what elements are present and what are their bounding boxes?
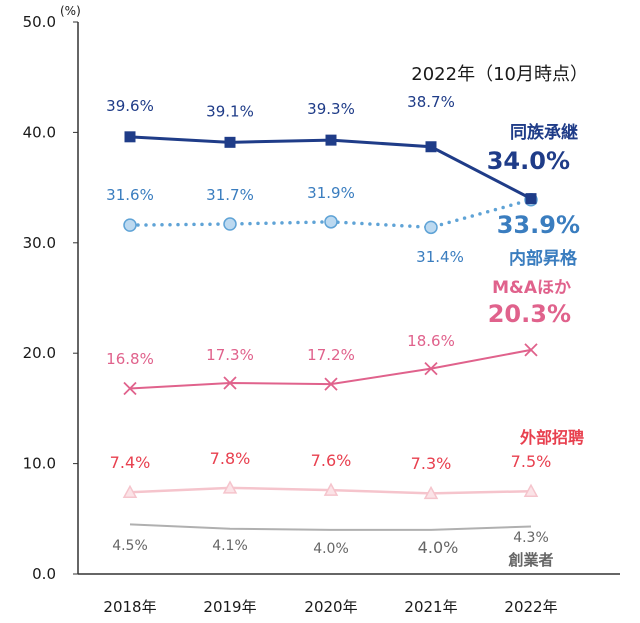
data-point-square xyxy=(325,134,337,146)
data-label-highlight: 20.3% xyxy=(488,300,571,328)
data-label: 31.6% xyxy=(106,186,154,204)
data-label: 38.7% xyxy=(407,93,455,111)
data-label-highlight: 33.9% xyxy=(497,211,580,239)
data-label: 17.3% xyxy=(206,346,254,364)
data-label: 4.1% xyxy=(212,538,248,554)
data-label: 17.2% xyxy=(307,346,355,364)
data-label: 39.6% xyxy=(106,97,154,115)
data-point-cross xyxy=(223,376,237,390)
x-tick-label: 2019年 xyxy=(203,598,256,616)
series-name-label: 創業者 xyxy=(507,551,553,569)
data-point-triangle xyxy=(523,483,539,497)
series-name-label: 外部招聘 xyxy=(519,428,584,447)
data-label: 4.0% xyxy=(418,538,459,557)
x-tick-label: 2021年 xyxy=(404,598,457,616)
data-label: 31.7% xyxy=(206,186,254,204)
data-label: 4.5% xyxy=(112,538,148,554)
data-point-cross xyxy=(524,343,538,357)
y-tick-label: 0.0 xyxy=(32,565,56,583)
series-line xyxy=(129,523,532,531)
x-tick-label: 2020年 xyxy=(304,598,357,616)
data-label: 4.0% xyxy=(313,541,349,557)
data-label: 39.3% xyxy=(307,100,355,118)
data-point-cross xyxy=(424,362,438,376)
data-label: 18.6% xyxy=(407,332,455,350)
data-point-square xyxy=(525,193,537,205)
data-point-circle xyxy=(123,218,137,232)
series-name-label: 同族承継 xyxy=(510,122,578,143)
data-point-cross xyxy=(123,381,137,396)
data-point-circle xyxy=(324,215,338,229)
data-label-highlight: 34.0% xyxy=(487,147,570,175)
series-name-label: 内部昇格 xyxy=(509,248,578,269)
y-tick-label: 30.0 xyxy=(23,234,56,252)
data-point-square xyxy=(124,131,136,143)
data-point-square xyxy=(224,136,236,148)
data-label: 7.4% xyxy=(110,453,151,472)
chart-title: 2022年（10月時点） xyxy=(411,64,588,85)
data-point-circle xyxy=(223,217,237,231)
y-tick-label: 40.0 xyxy=(23,123,56,141)
data-point-square xyxy=(425,141,437,153)
data-point-triangle xyxy=(122,484,138,499)
x-tick-label: 2018年 xyxy=(103,598,156,616)
data-label: 4.3% xyxy=(513,530,549,546)
data-label: 31.9% xyxy=(307,184,355,202)
series-name-label: M&Aほか xyxy=(492,278,571,298)
data-label: 16.8% xyxy=(106,350,154,368)
data-point-triangle xyxy=(222,480,238,494)
data-label: 7.5% xyxy=(511,452,552,471)
data-point-triangle xyxy=(423,485,439,500)
axes xyxy=(77,22,620,575)
data-label: 31.4% xyxy=(416,248,464,266)
y-tick-label: 20.0 xyxy=(23,344,56,362)
y-tick-label: 50.0 xyxy=(23,13,56,31)
data-label: 7.8% xyxy=(210,449,251,468)
data-label: 39.1% xyxy=(206,102,254,120)
data-point-cross xyxy=(324,377,338,391)
y-unit-label: (%) xyxy=(60,4,81,18)
x-tick-label: 2022年 xyxy=(504,598,557,616)
data-point-circle xyxy=(424,220,438,235)
y-tick-label: 10.0 xyxy=(23,455,56,473)
data-point-triangle xyxy=(323,482,339,496)
data-label: 7.6% xyxy=(311,451,352,470)
data-label: 7.3% xyxy=(411,454,452,473)
